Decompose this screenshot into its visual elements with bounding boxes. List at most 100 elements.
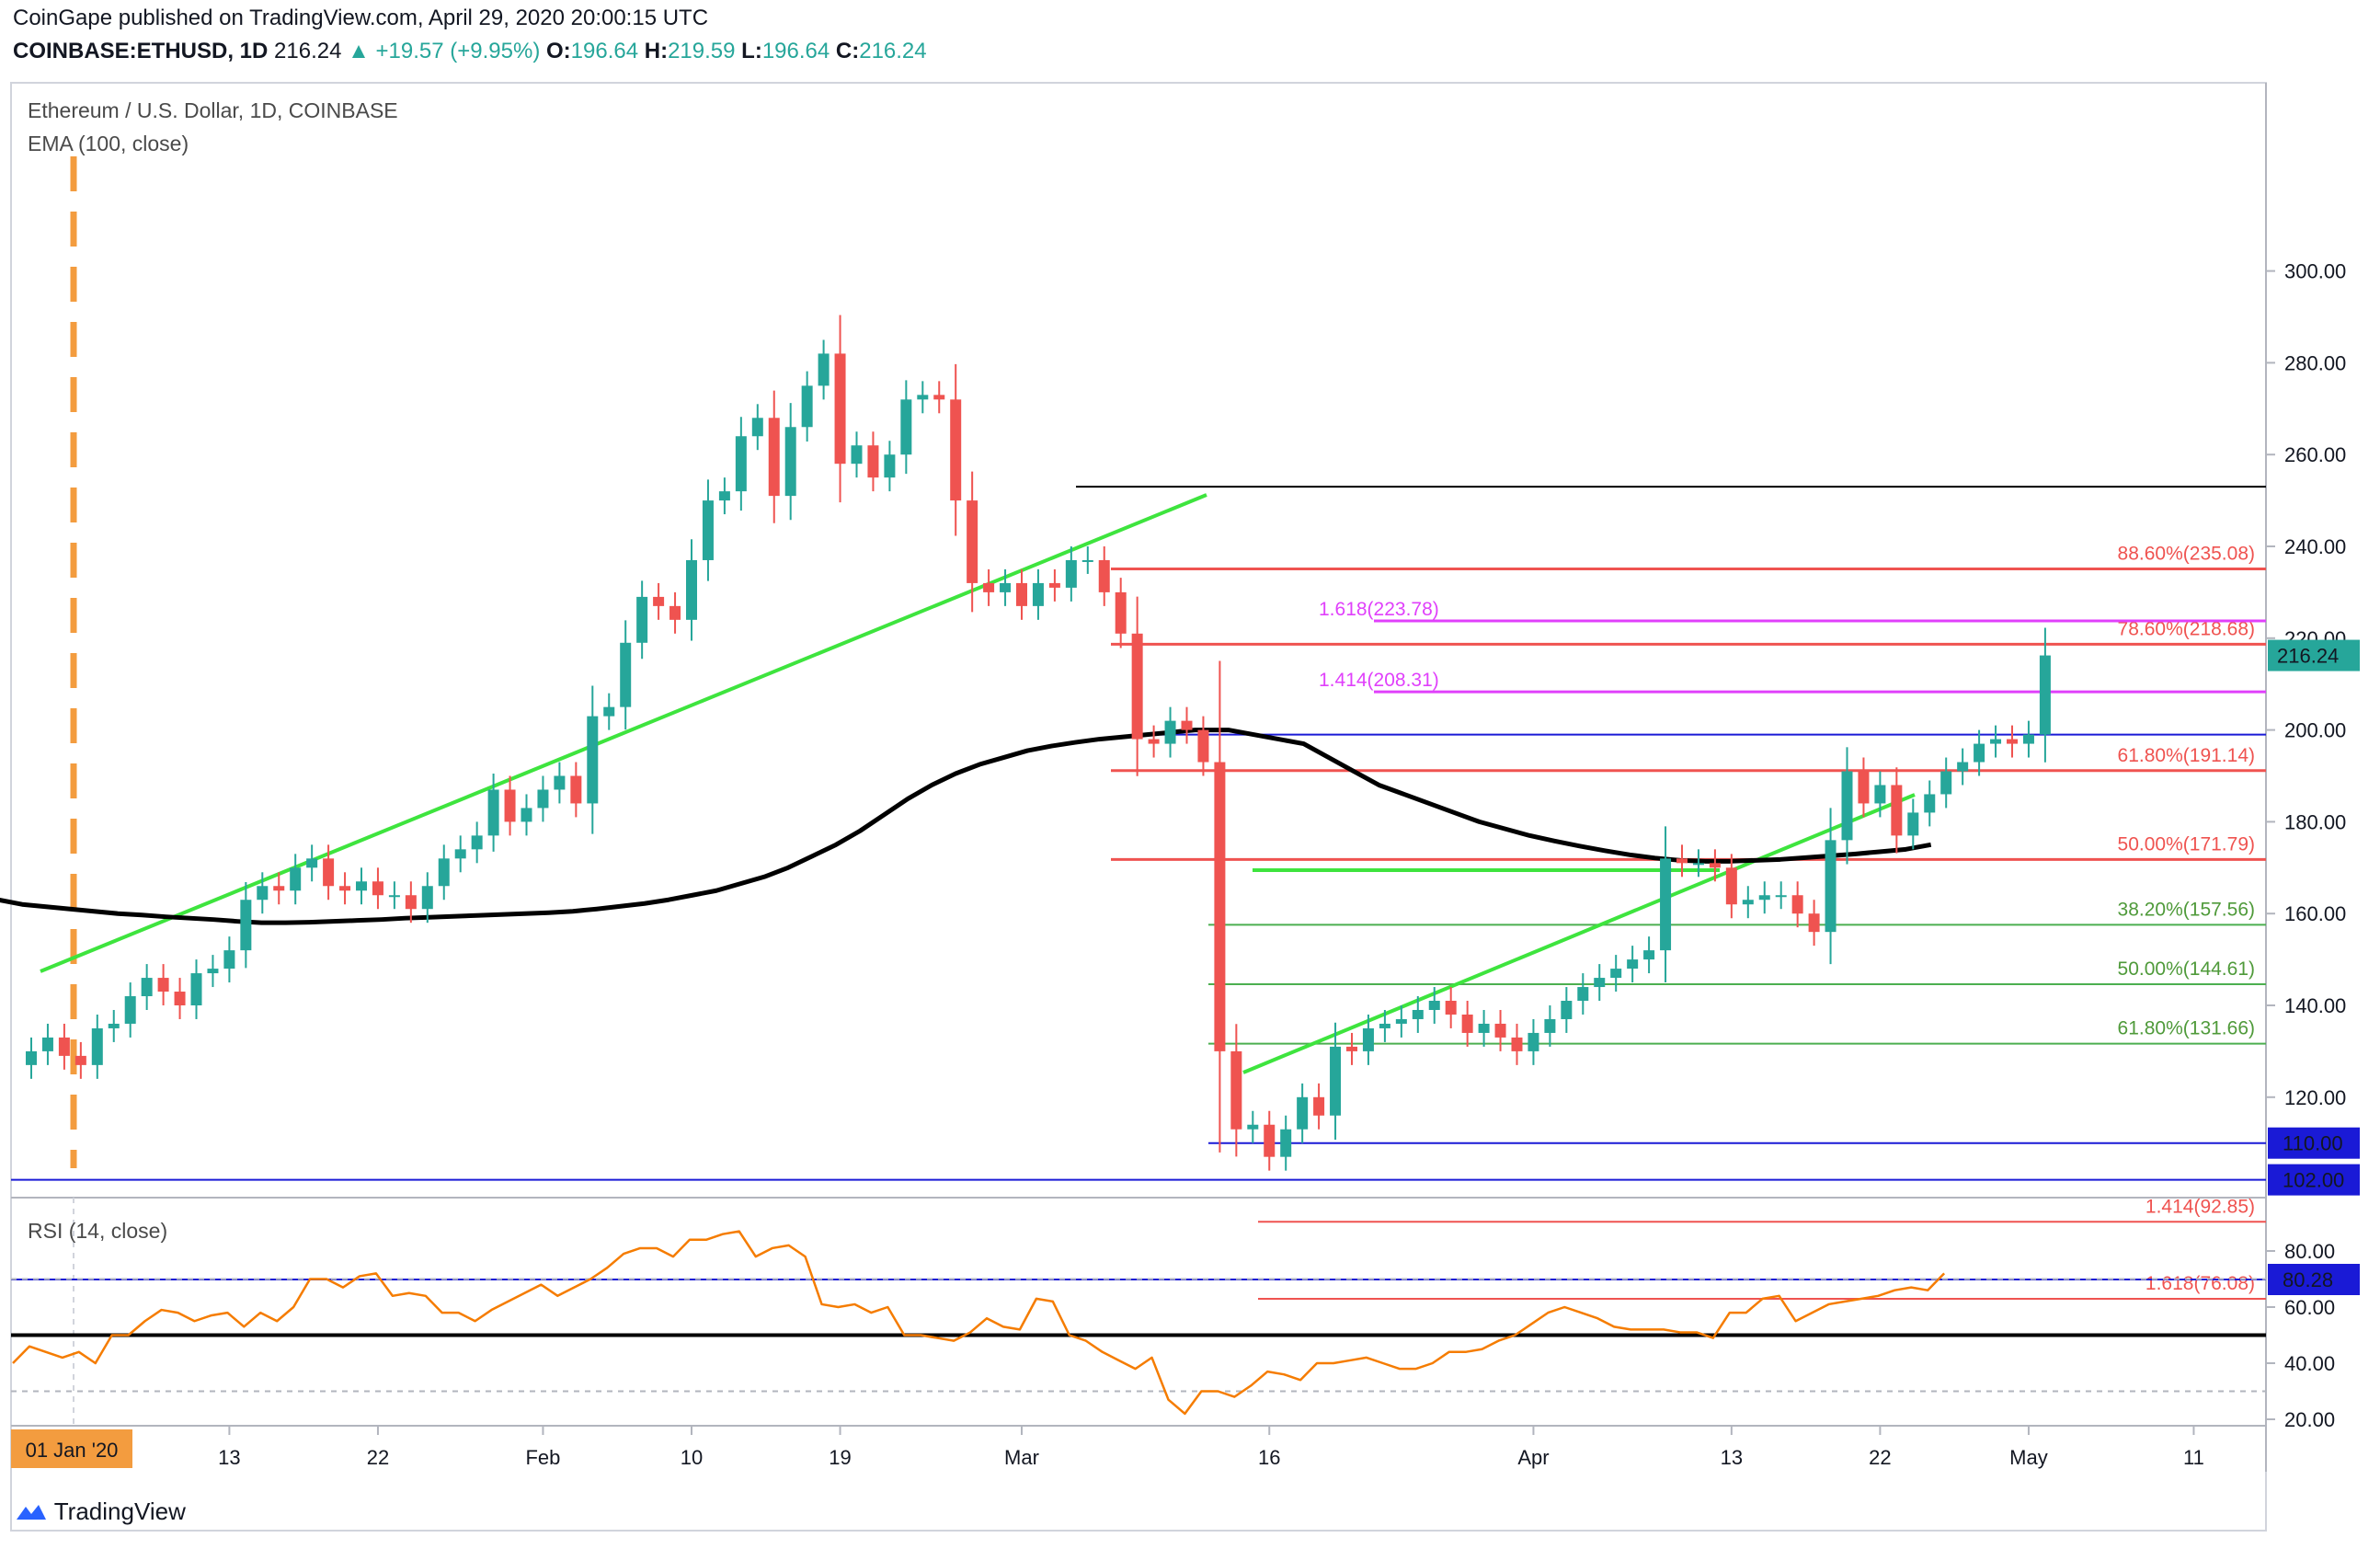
candle-body (669, 605, 681, 620)
candle-body (141, 978, 153, 997)
level-badge (2268, 1127, 2360, 1159)
rsi-line (12, 1230, 1946, 1416)
candle-body (735, 436, 747, 492)
candle-body (818, 353, 830, 386)
candle-body (867, 445, 879, 478)
candle-body (1065, 559, 1077, 588)
candle-body (851, 445, 863, 465)
candle-body (290, 867, 302, 891)
rsi-tick-label: 60.00 (2284, 1296, 2335, 1319)
time-tick-label: 16 (1258, 1446, 1280, 1469)
candle-body (603, 706, 615, 717)
fib-level-label: 1.618(223.78) (1319, 599, 1439, 620)
price-tick-label: 300.00 (2284, 260, 2346, 283)
price-tick-label: 160.00 (2284, 902, 2346, 925)
fib-level-label: 1.414(208.31) (1319, 670, 1439, 691)
trendlines[interactable] (40, 493, 1916, 1074)
candle-body (1544, 1018, 1556, 1033)
candle-body (1297, 1096, 1309, 1130)
ema-100-path (0, 728, 1932, 925)
candle-body (1594, 978, 1606, 988)
candle-body (950, 399, 962, 501)
candle-body (1148, 739, 1160, 744)
trendline-rising-jan[interactable] (40, 493, 1207, 973)
level-badge-label: 102.00 (2283, 1169, 2344, 1192)
candle-body (339, 886, 351, 891)
ema-legend: EMA (100, close) (28, 132, 189, 155)
price-change: ▲ +19.57 (+9.95%) (348, 39, 541, 63)
close-label: C: (835, 39, 860, 63)
candle-body (1478, 1023, 1490, 1033)
candle-body (1197, 729, 1209, 763)
candle-body (1379, 1023, 1390, 1028)
candle-body (1313, 1096, 1325, 1116)
low-label: L: (741, 39, 762, 63)
candle-body (1775, 895, 1787, 898)
candle-body (257, 886, 269, 901)
candles (26, 315, 2051, 1171)
fib-level-label: 88.60%(235.08) (2118, 544, 2255, 565)
candle-body (174, 992, 186, 1005)
candle-body (1627, 959, 1639, 970)
candle-body (1924, 794, 1936, 813)
candle-body (124, 996, 136, 1024)
candle-body (521, 808, 532, 822)
candle-body (718, 491, 730, 501)
time-tick-label: Mar (1004, 1446, 1039, 1469)
ema-100-line (0, 728, 1932, 925)
candle-body (1214, 762, 1226, 1051)
candle-body (1098, 559, 1110, 592)
candle-body (1725, 867, 1737, 905)
price-tick-label: 260.00 (2284, 443, 2346, 466)
last-price: 216.24 (274, 39, 342, 63)
fib-level-label: 78.60%(218.68) (2118, 618, 2255, 639)
candle-body (1032, 582, 1044, 606)
candle-body (273, 886, 285, 891)
candle-body (74, 1055, 86, 1065)
candle-body (1561, 1001, 1573, 1019)
candle-body (1957, 762, 1969, 772)
candle-body (356, 881, 367, 891)
symbol[interactable]: COINBASE:ETHUSD, 1D (13, 39, 269, 63)
footer-brand[interactable]: TradingView (15, 1497, 186, 1526)
candle-body (983, 582, 995, 592)
candle-body (768, 418, 780, 497)
price-axis-ticks: 300.00280.00260.00240.00220.00200.00180.… (2266, 260, 2346, 1109)
time-tick-label: 11 (2183, 1446, 2204, 1469)
candle-body (2039, 655, 2051, 735)
footer-brand-text: TradingView (53, 1497, 186, 1525)
candle-body (58, 1037, 70, 1056)
time-tick-label: May (2009, 1446, 2048, 1469)
tradingview-logo-icon (17, 1505, 46, 1520)
fib-level-label: 1.618(76.08) (2145, 1273, 2255, 1294)
candle-body (1494, 1023, 1506, 1038)
level-badge-label: 80.28 (2283, 1268, 2333, 1291)
time-tick-label: Apr (1517, 1446, 1549, 1469)
candle-body (1692, 863, 1704, 866)
candle-body (1808, 913, 1820, 933)
candle-body (1461, 1014, 1473, 1033)
candle-body (157, 978, 169, 993)
candle-body (41, 1037, 53, 1051)
time-tick-label: 01 Jan '20 (26, 1439, 119, 1462)
candle-body (1660, 858, 1672, 951)
rsi-legend: RSI (14, close) (28, 1219, 167, 1243)
fib-level-label: 38.20%(157.56) (2118, 899, 2255, 920)
candle-body (1264, 1124, 1276, 1157)
candle-body (801, 385, 813, 428)
candle-body (1445, 1001, 1457, 1015)
candle-body (620, 642, 632, 707)
time-tick-label: 13 (1721, 1446, 1743, 1469)
candle-body (454, 849, 466, 859)
rsi-tick-label: 20.00 (2284, 1408, 2335, 1431)
candle-body (653, 596, 665, 606)
candle-body (1874, 785, 1886, 804)
rsi-tick-label: 80.00 (2284, 1240, 2335, 1263)
candle-body (1412, 1009, 1424, 1019)
candle-body (190, 973, 202, 1005)
level-badge-label: 110.00 (2283, 1132, 2343, 1155)
close-value: 216.24 (859, 39, 927, 63)
price-tick-label: 280.00 (2284, 351, 2346, 374)
trendline-rising-march[interactable] (1242, 793, 1916, 1074)
